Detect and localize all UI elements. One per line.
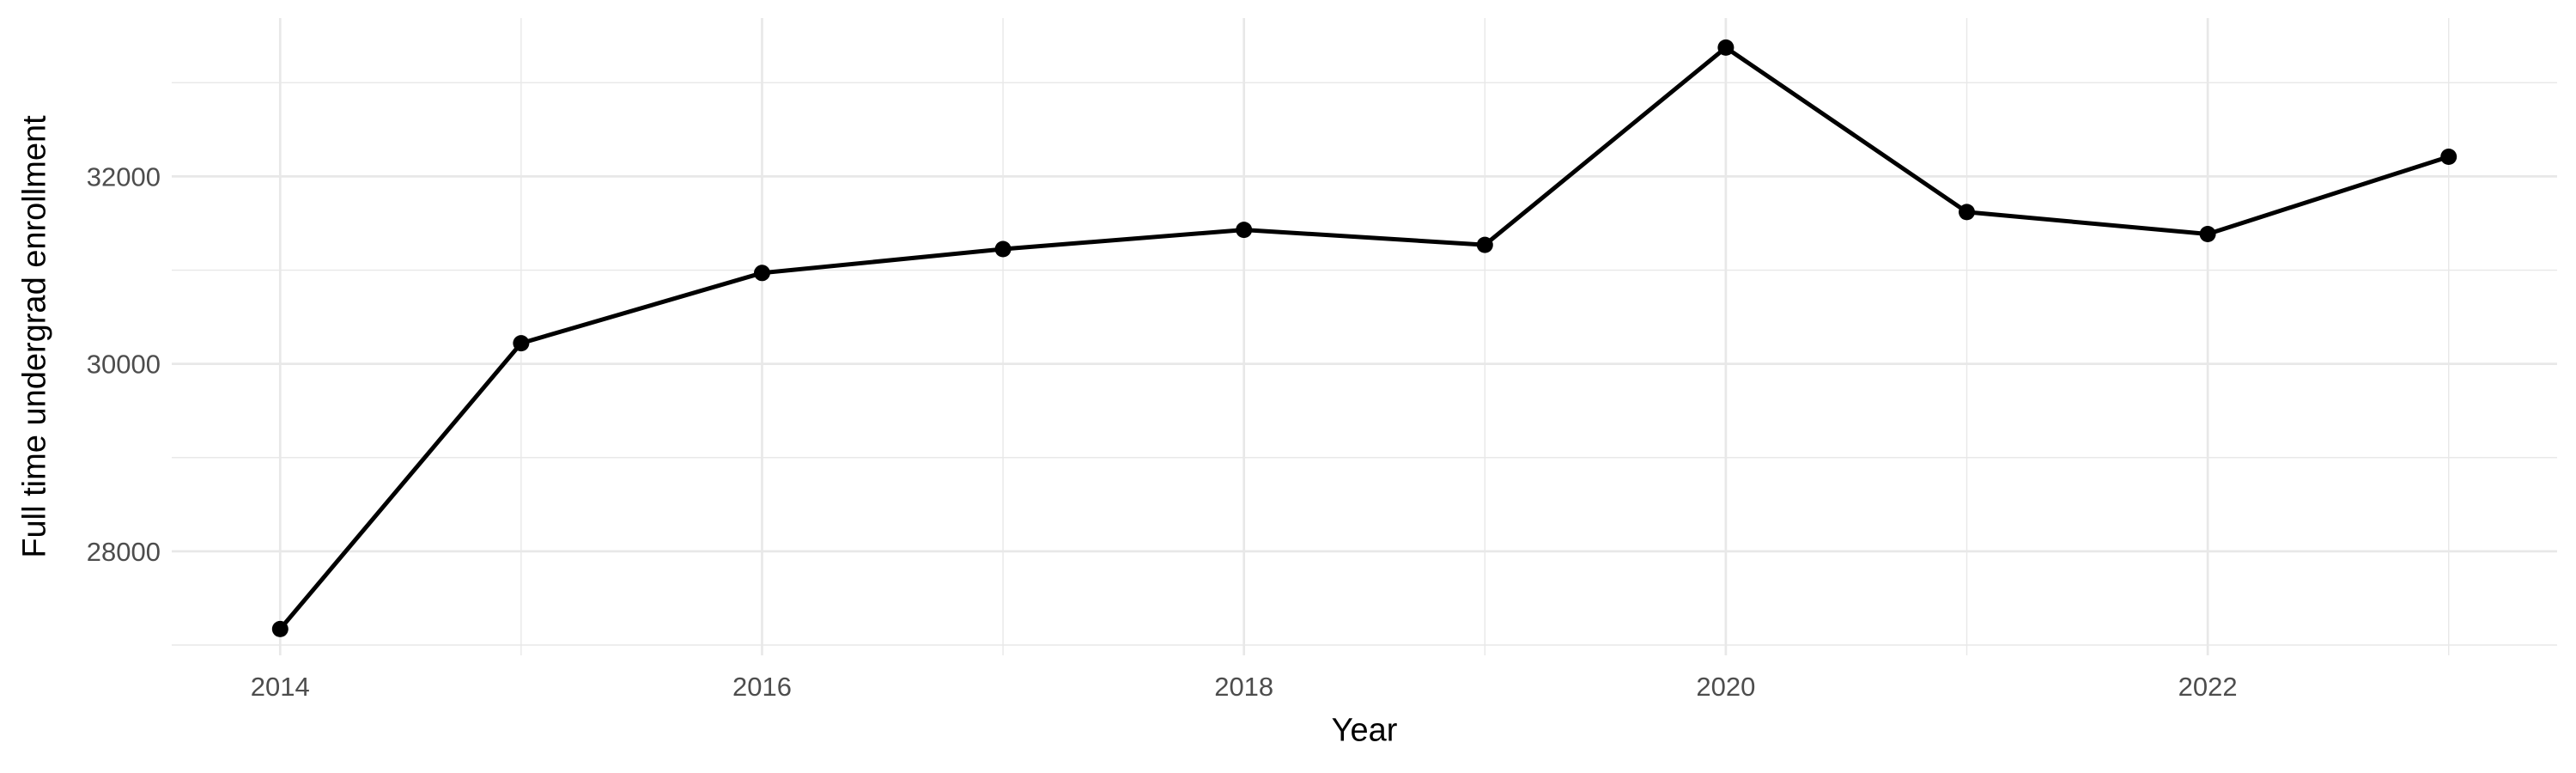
data-point bbox=[513, 335, 530, 352]
data-point bbox=[2199, 226, 2216, 242]
x-axis-title: Year bbox=[1331, 712, 1398, 749]
data-point bbox=[1476, 236, 1493, 253]
data-point bbox=[1959, 204, 1975, 221]
x-tick-label: 2016 bbox=[732, 672, 792, 702]
data-line bbox=[278, 45, 2450, 631]
data-point bbox=[1717, 39, 1735, 56]
y-tick-label: 28000 bbox=[87, 537, 161, 567]
y-axis-title: Full time undergrad enrollment bbox=[16, 115, 53, 558]
y-tick-label: 32000 bbox=[87, 161, 161, 192]
x-tick-label: 2014 bbox=[251, 672, 310, 702]
data-point bbox=[271, 620, 289, 637]
x-tick-label: 2022 bbox=[2178, 672, 2238, 702]
x-tick-label: 2018 bbox=[1214, 672, 1273, 702]
x-tick-label: 2020 bbox=[1696, 672, 1755, 702]
data-point bbox=[1236, 222, 1253, 239]
data-point bbox=[994, 240, 1012, 258]
data-point bbox=[2440, 149, 2458, 165]
data-point bbox=[754, 265, 770, 282]
y-tick-label: 30000 bbox=[87, 350, 161, 380]
